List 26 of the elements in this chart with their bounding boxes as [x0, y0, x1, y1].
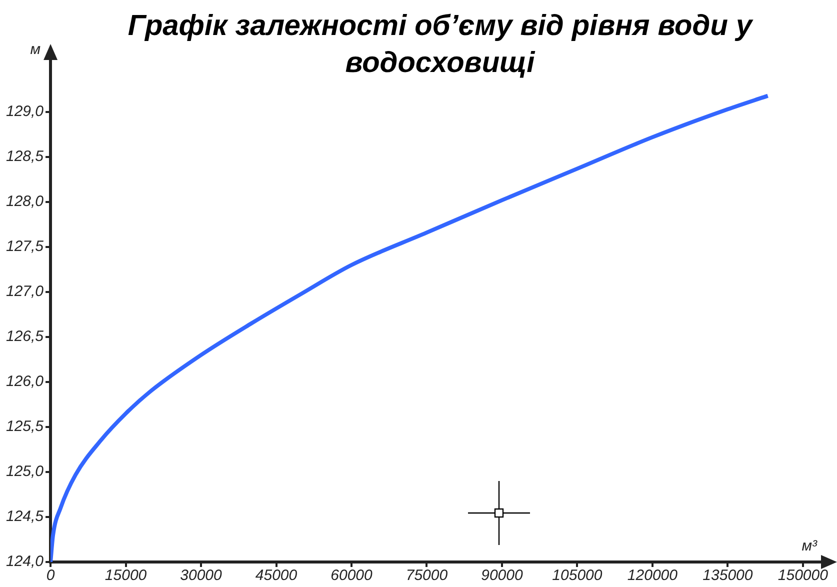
y-tick-label: 129,0 [6, 103, 44, 120]
x-tick-label: 135000 [702, 567, 754, 584]
x-tick-label: 60000 [330, 567, 374, 584]
y-tick-label: 128,0 [6, 193, 44, 210]
y-tick-label: 127,5 [6, 238, 44, 256]
y-tick-label: 126,5 [6, 328, 44, 346]
x-axis-title: м³ [802, 538, 818, 555]
x-tick-label: 0 [46, 567, 56, 584]
x-tick-label: 150000 [778, 567, 829, 584]
y-tick-label: 128,5 [6, 148, 44, 166]
x-tick-label: 30000 [180, 567, 223, 584]
y-tick-label: 124,0 [6, 553, 44, 570]
x-tick-label: 120000 [627, 567, 678, 584]
x-tick-label: 90000 [481, 567, 524, 584]
y-tick-label: 126,0 [6, 373, 44, 390]
y-tick-label: 127,0 [6, 283, 44, 300]
y-axis-title: м [30, 41, 41, 58]
x-tick-label: 45000 [255, 567, 298, 584]
y-tick-label: 124,5 [6, 508, 44, 526]
x-tick-label: 75000 [406, 567, 448, 584]
chart-title: Графік залежності об’єму від рівня води у водосховищі [126, 9, 754, 81]
y-tick-label: 125,5 [6, 418, 44, 436]
x-tick-label: 15000 [104, 567, 148, 584]
x-tick-label: 105000 [552, 567, 603, 584]
y-tick-label: 125,0 [6, 463, 44, 480]
line-series [50, 94, 770, 562]
